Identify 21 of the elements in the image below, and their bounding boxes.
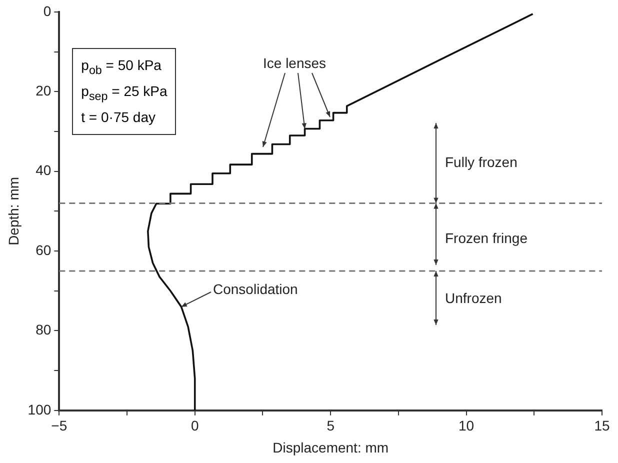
annotation: Frozen fringe	[445, 230, 528, 246]
y-axis-title: Depth: mm	[5, 176, 22, 246]
annotation: p$_{sep}$ = 25 kPa	[81, 82, 168, 105]
y-tick-label: 20	[36, 82, 52, 99]
annotation: Ice lenses	[263, 55, 326, 71]
y-tick-label: 60	[36, 242, 52, 258]
y-tick-label: 40	[36, 162, 52, 178]
x-tick-label: 0	[190, 418, 199, 434]
annotation: p$_{ob}$ = 50 kPa	[81, 56, 162, 79]
x-axis-title: Displacement: mm	[272, 439, 389, 456]
annotation: Fully frozen	[445, 154, 518, 170]
x-tick-label: 10	[458, 418, 474, 434]
annotation: t = 0·75 day	[81, 108, 156, 127]
x-tick-label: −5	[51, 418, 68, 434]
y-tick-label: 80	[36, 322, 52, 338]
annotation: Unfrozen	[445, 290, 502, 306]
x-tick-label: 5	[326, 418, 335, 434]
y-tick-label: 100	[28, 401, 52, 418]
annotation: Consolidation	[213, 281, 298, 297]
y-tick-label: 0	[43, 2, 52, 19]
x-tick-label: 15	[594, 418, 610, 434]
